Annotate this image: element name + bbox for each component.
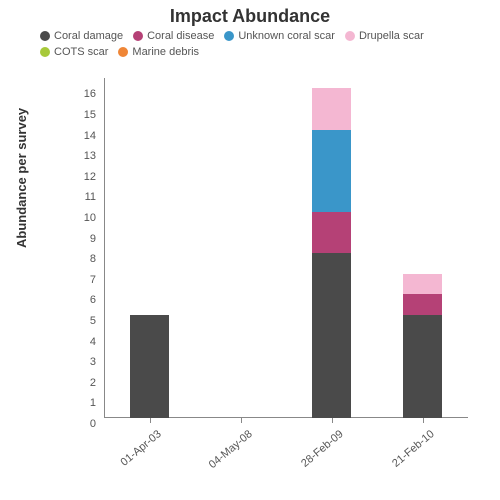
legend-swatch-icon <box>345 31 355 41</box>
legend-swatch-icon <box>133 31 143 41</box>
legend-item: Marine debris <box>118 46 199 58</box>
x-tick-mark <box>423 418 424 423</box>
y-tick-label: 5 <box>68 315 96 327</box>
y-tick-label: 14 <box>68 130 96 142</box>
y-tick-label: 6 <box>68 294 96 306</box>
legend-swatch-icon <box>40 47 50 57</box>
legend-label: Coral damage <box>54 30 123 42</box>
x-tick-label: 21-Feb-10 <box>379 428 436 478</box>
legend-swatch-icon <box>40 31 50 41</box>
y-tick-label: 12 <box>68 171 96 183</box>
y-tick-label: 8 <box>68 253 96 265</box>
legend-swatch-icon <box>118 47 128 57</box>
legend-swatch-icon <box>224 31 234 41</box>
y-tick-label: 2 <box>68 377 96 389</box>
plot-area: 012345678910111213141516 01-Apr-0304-May… <box>68 78 468 418</box>
y-tick-label: 11 <box>68 191 96 203</box>
y-tick-label: 4 <box>68 336 96 348</box>
y-tick-label: 10 <box>68 212 96 224</box>
y-axis: 012345678910111213141516 <box>68 78 100 418</box>
bar-segment <box>312 212 350 253</box>
y-tick-label: 9 <box>68 233 96 245</box>
bar-segment <box>130 315 168 418</box>
x-tick-label: 04-May-08 <box>197 428 254 478</box>
bar-column <box>403 274 441 418</box>
bar-segment <box>403 274 441 295</box>
x-tick-mark <box>241 418 242 423</box>
bar-column <box>130 315 168 418</box>
y-axis-line <box>104 78 105 418</box>
y-tick-label: 7 <box>68 274 96 286</box>
legend-item: Drupella scar <box>345 30 424 42</box>
legend-item: Unknown coral scar <box>224 30 335 42</box>
bar-segment <box>403 294 441 315</box>
y-tick-label: 1 <box>68 397 96 409</box>
legend-label: Coral disease <box>147 30 214 42</box>
bar-column <box>312 88 350 418</box>
y-tick-label: 15 <box>68 109 96 121</box>
bar-segment <box>403 315 441 418</box>
y-tick-label: 0 <box>68 418 96 430</box>
x-tick-mark <box>332 418 333 423</box>
legend-item: Coral damage <box>40 30 123 42</box>
y-tick-label: 16 <box>68 88 96 100</box>
legend-item: Coral disease <box>133 30 214 42</box>
y-tick-label: 3 <box>68 356 96 368</box>
legend: Coral damage Coral disease Unknown coral s… <box>40 30 490 58</box>
bar-segment <box>312 88 350 129</box>
chart-title: Impact Abundance <box>0 6 500 27</box>
bars-area: 01-Apr-0304-May-0828-Feb-0921-Feb-10 <box>104 78 468 418</box>
y-axis-label: Abundance per survey <box>14 108 29 248</box>
y-tick-label: 13 <box>68 150 96 162</box>
legend-label: Drupella scar <box>359 30 424 42</box>
x-tick-label: 28-Feb-09 <box>288 428 345 478</box>
bar-segment <box>312 130 350 212</box>
legend-label: Marine debris <box>132 46 199 58</box>
x-tick-mark <box>150 418 151 423</box>
legend-label: Unknown coral scar <box>238 30 335 42</box>
x-tick-label: 01-Apr-03 <box>106 428 163 478</box>
legend-label: COTS scar <box>54 46 108 58</box>
bar-segment <box>312 253 350 418</box>
legend-item: COTS scar <box>40 46 108 58</box>
